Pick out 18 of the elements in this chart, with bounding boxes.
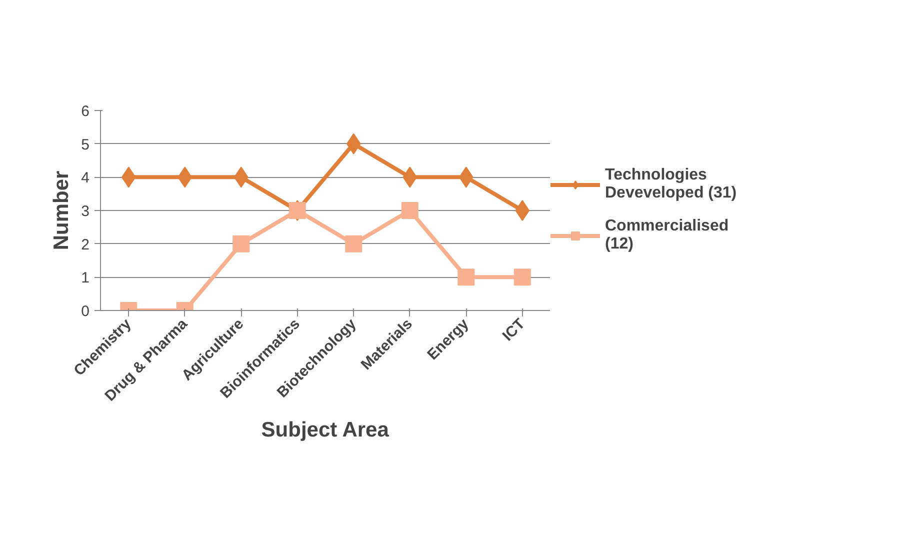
legend-label: Technologies Deveveloped (31) <box>605 166 737 202</box>
point <box>514 268 531 286</box>
y-tick-label: 6 <box>81 103 90 120</box>
point <box>345 235 362 252</box>
y-axis-title: Number <box>50 170 74 250</box>
y-tick-label: 0 <box>81 303 90 320</box>
y-tick-label: 3 <box>81 203 90 220</box>
legend-label: Commercialised (12) <box>605 218 729 254</box>
x-tick-label: ICT <box>499 315 528 345</box>
x-axis-title: Subject Area <box>261 418 390 442</box>
point <box>232 235 250 252</box>
point <box>515 200 530 221</box>
y-tick-label: 2 <box>81 236 90 254</box>
point <box>401 202 418 219</box>
y-tick-label: 5 <box>81 136 90 154</box>
y-tick-label: 1 <box>81 270 90 287</box>
point <box>458 268 475 286</box>
y-tick-label: 4 <box>81 170 90 187</box>
